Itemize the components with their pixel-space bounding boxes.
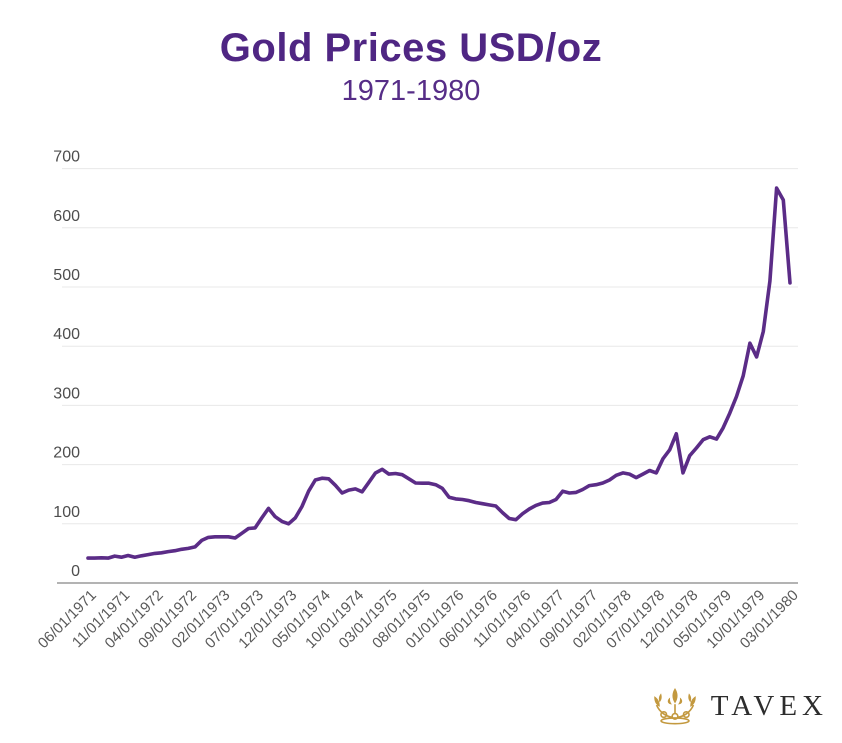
y-axis-label-500: 500 (53, 267, 80, 284)
y-axis-label-0: 0 (71, 563, 80, 580)
chart-subtitle: 1971-1980 (341, 75, 481, 107)
y-axis-label-100: 100 (53, 504, 80, 521)
y-axis-label-400: 400 (53, 326, 80, 343)
y-axis-label-300: 300 (53, 385, 80, 402)
chart-header: Gold Prices USD/oz 1971-1980 (0, 26, 822, 108)
tavex-logo: TAVEX (648, 686, 828, 726)
y-axis-label-200: 200 (53, 445, 80, 462)
tavex-crown-icon (654, 688, 696, 725)
tavex-wordmark: TAVEX (710, 689, 828, 722)
y-axis-label-600: 600 (53, 208, 80, 225)
gold-price-line (86, 186, 792, 560)
chart-title: Gold Prices USD/oz (219, 26, 603, 70)
y-axis-label-700: 700 (53, 149, 80, 166)
